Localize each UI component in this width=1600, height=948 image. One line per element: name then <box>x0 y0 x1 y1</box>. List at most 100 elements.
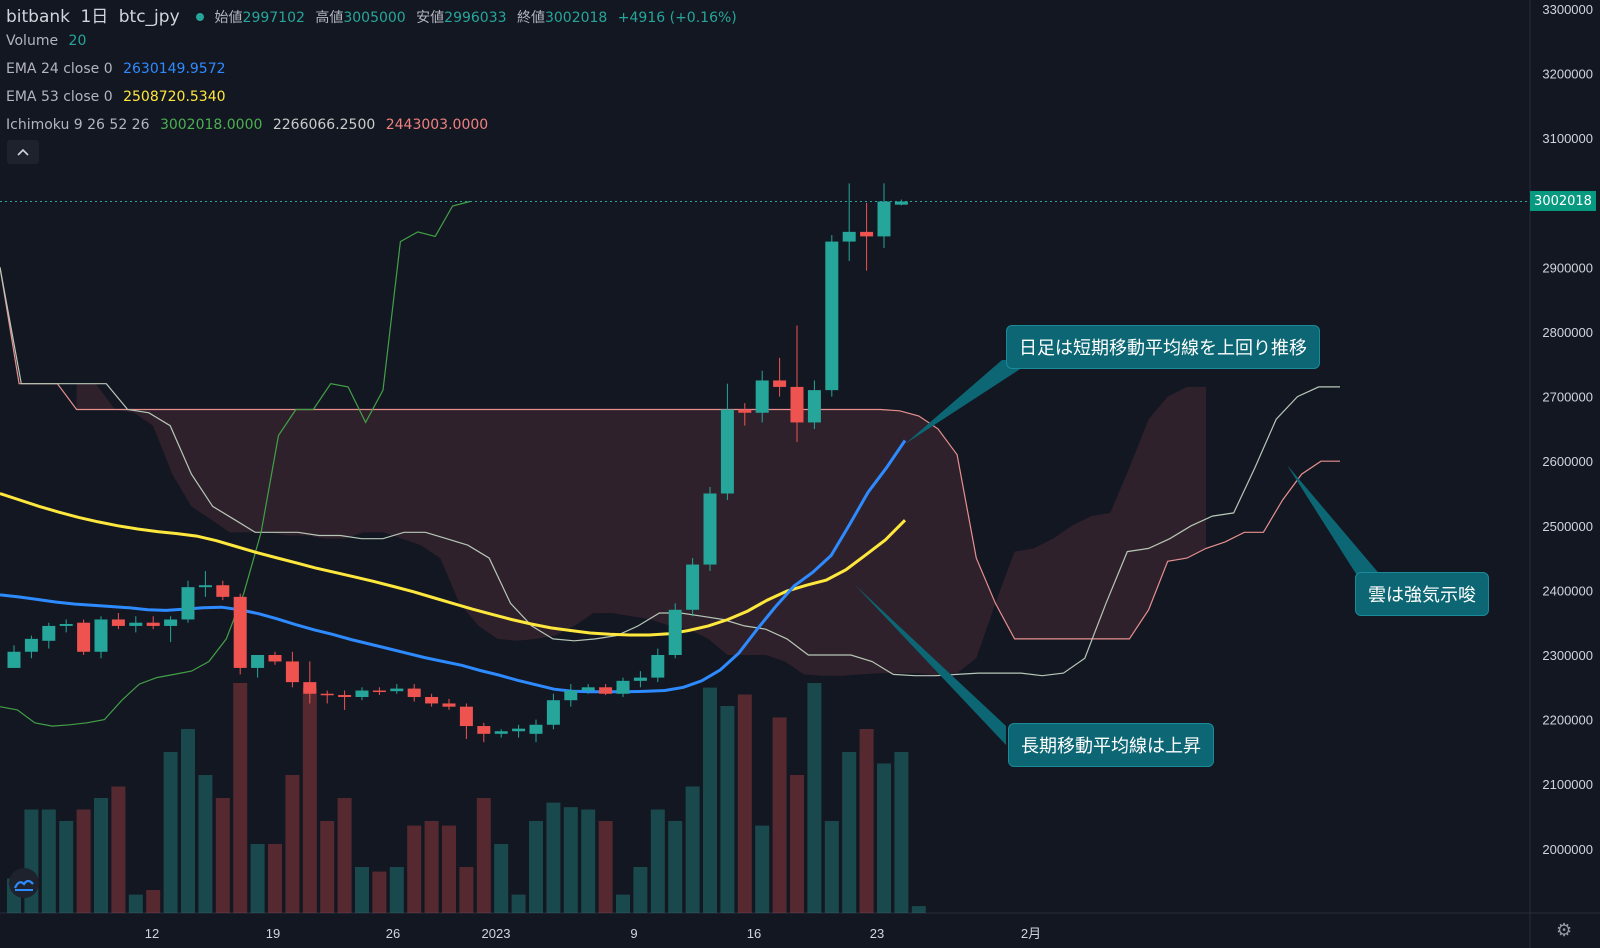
y-tick-label: 2300000 <box>1542 648 1593 663</box>
close-value: 3002018 <box>544 10 608 26</box>
volume-bar <box>424 821 439 913</box>
callout-cloud: 雲は強気示唆 <box>1355 572 1489 616</box>
volume-legend[interactable]: Volume 20 <box>6 33 92 49</box>
x-tick-label: 23 <box>870 926 884 941</box>
candle-body <box>233 596 247 668</box>
ema24-legend[interactable]: EMA 24 close 0 2630149.9572 <box>6 61 232 77</box>
change-value: +4916 (+0.16%) <box>617 10 737 26</box>
candle-body <box>581 687 595 691</box>
ema53-line <box>0 492 907 637</box>
candle-body <box>686 564 700 610</box>
volume-label: Volume <box>6 33 59 49</box>
y-tick-label: 2500000 <box>1542 519 1593 534</box>
candle-body <box>494 731 508 734</box>
ema53-label: EMA 53 close 0 <box>6 89 113 105</box>
candle-body <box>877 201 891 237</box>
y-tick-label: 3100000 <box>1542 131 1593 146</box>
volume-bar <box>859 729 874 913</box>
candle-body <box>94 619 108 652</box>
ichimoku-legend[interactable]: Ichimoku 9 26 52 26 3002018.0000 2266066… <box>6 117 494 133</box>
candle-body <box>720 409 734 494</box>
x-tick-label: 19 <box>266 926 280 941</box>
candle-body <box>355 690 369 697</box>
x-tick-label: 16 <box>747 926 761 941</box>
volume-bar <box>128 894 143 913</box>
y-tick-label: 2100000 <box>1542 777 1593 792</box>
volume-bar <box>302 687 317 913</box>
callout-short-ma-pointer <box>905 360 1034 444</box>
ema24-label: EMA 24 close 0 <box>6 61 113 77</box>
volume-bar <box>181 729 195 913</box>
low-label: 安値 <box>416 10 445 26</box>
volume-bar <box>59 821 74 913</box>
y-tick-label: 3300000 <box>1542 2 1593 17</box>
candle-body <box>303 682 317 694</box>
volume-bar <box>146 890 161 913</box>
candle-body <box>668 609 682 655</box>
x-tick-label: 2月 <box>1021 926 1041 941</box>
volume-bar <box>842 752 857 913</box>
exchange-name[interactable]: bitbank <box>6 7 71 27</box>
y-tick-label: 2800000 <box>1542 325 1593 340</box>
candle-body <box>546 700 560 725</box>
volume-bar <box>233 683 248 913</box>
gear-icon[interactable]: ⚙ <box>1556 920 1573 941</box>
ema53-value: 2508720.5340 <box>123 89 226 105</box>
ichimoku-value-3: 2443003.0000 <box>385 117 489 133</box>
candle-body <box>146 622 160 626</box>
ichimoku-value-1: 3002018.0000 <box>159 117 263 133</box>
volume-bar <box>581 809 596 913</box>
x-tick-label: 26 <box>386 926 400 941</box>
tradingview-logo-icon[interactable] <box>9 868 39 898</box>
high-value: 3005000 <box>343 10 406 26</box>
candle-body <box>164 619 178 626</box>
callout-short-ma: 日足は短期移動平均線を上回り推移 <box>1006 325 1320 369</box>
volume-bar <box>546 802 561 913</box>
candle-body <box>616 680 630 694</box>
candle-body <box>860 231 874 237</box>
high-label: 高値 <box>315 10 344 26</box>
candle-body <box>198 585 212 588</box>
volume-bar <box>111 786 126 913</box>
candle-body <box>738 409 752 413</box>
interval-label[interactable]: 1日 <box>80 7 109 27</box>
candle-body <box>564 690 578 701</box>
y-tick-label: 2400000 <box>1542 583 1593 598</box>
volume-bar <box>215 798 230 913</box>
collapse-legend-button[interactable] <box>7 140 39 164</box>
symbol-header: bitbank 1日 btc_jpy 始値2997102 高値3005000 安… <box>6 2 743 27</box>
volume-bar <box>668 821 683 913</box>
market-status-icon <box>196 13 205 21</box>
candle-body <box>825 241 839 391</box>
volume-bar <box>685 786 700 913</box>
y-tick-label: 2900000 <box>1542 260 1593 275</box>
ichimoku-label: Ichimoku 9 26 52 26 <box>6 117 150 133</box>
symbol-name[interactable]: btc_jpy <box>118 7 180 27</box>
candle-body <box>24 638 38 652</box>
candle-body <box>372 690 386 693</box>
ichimoku-span-b-line <box>0 267 1340 640</box>
candle-body <box>529 724 543 734</box>
volume-bar <box>372 871 387 913</box>
candle-body <box>807 390 821 423</box>
open-value: 2997102 <box>242 10 305 26</box>
candle-body <box>390 688 404 692</box>
volume-bar <box>389 867 404 913</box>
candle-body <box>425 696 439 704</box>
volume-bar <box>407 825 422 913</box>
candle-body <box>633 677 647 681</box>
volume-bar <box>442 825 456 913</box>
candle-body <box>285 661 299 683</box>
candle-body <box>7 651 21 668</box>
volume-bar <box>41 809 56 913</box>
y-tick-label: 3200000 <box>1542 67 1593 82</box>
chevron-up-icon <box>17 148 29 156</box>
y-tick-label: 2000000 <box>1542 842 1593 857</box>
volume-bar <box>598 821 613 913</box>
ema53-legend[interactable]: EMA 53 close 0 2508720.5340 <box>6 89 232 105</box>
y-tick-label: 2600000 <box>1542 454 1593 469</box>
volume-bar <box>250 844 265 913</box>
volume-bar <box>459 867 474 913</box>
candle-body <box>77 622 91 652</box>
